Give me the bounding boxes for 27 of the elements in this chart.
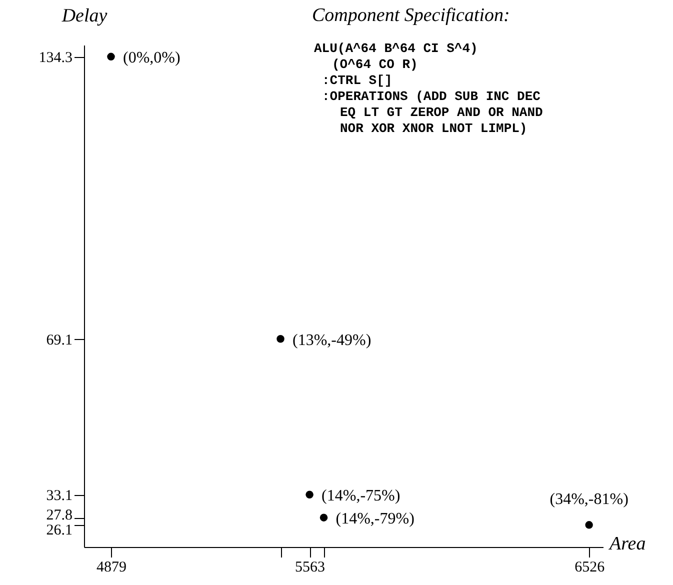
x-axis-title: Area: [608, 534, 646, 554]
point: [320, 514, 328, 522]
point: [107, 52, 115, 61]
y-axis-title: Delay: [60, 6, 108, 26]
annotation: ALU(A^64 B^64 CI S^4): [314, 41, 478, 56]
y-tick-label: 27.8: [46, 507, 72, 524]
point: [306, 490, 314, 498]
y-tick-label: 33.1: [46, 488, 72, 504]
x-tick-label: 4879: [96, 560, 126, 576]
annotation: (0%,0%): [122, 50, 180, 67]
annotation: (34%,-81%): [550, 490, 628, 508]
annotation: (O^64 CO R): [332, 57, 418, 72]
annotation: (13%,-49%): [292, 332, 372, 349]
annotation: (14%,-75%): [322, 488, 400, 505]
y-tick-label: 134.3: [38, 50, 72, 66]
point: [585, 521, 593, 529]
annotation: EQ LT GT ZEROP AND OR NAND: [340, 105, 544, 120]
y-tick-label: 26.1: [46, 522, 72, 538]
annotation: NOR XOR XNOR LNOT LIMPL): [340, 121, 528, 136]
y-tick-label: 69.1: [46, 332, 72, 348]
x-tick-label: 6526: [574, 560, 606, 576]
x-tick-label: 5563: [295, 560, 326, 576]
annotation: :CTRL S[]: [322, 73, 392, 88]
chart-title: Component Specification:: [312, 5, 510, 26]
point: [276, 334, 284, 343]
annotation: (14%,-79%): [336, 510, 414, 528]
annotation: :OPERATIONS (ADD SUB INC DEC: [322, 89, 541, 104]
